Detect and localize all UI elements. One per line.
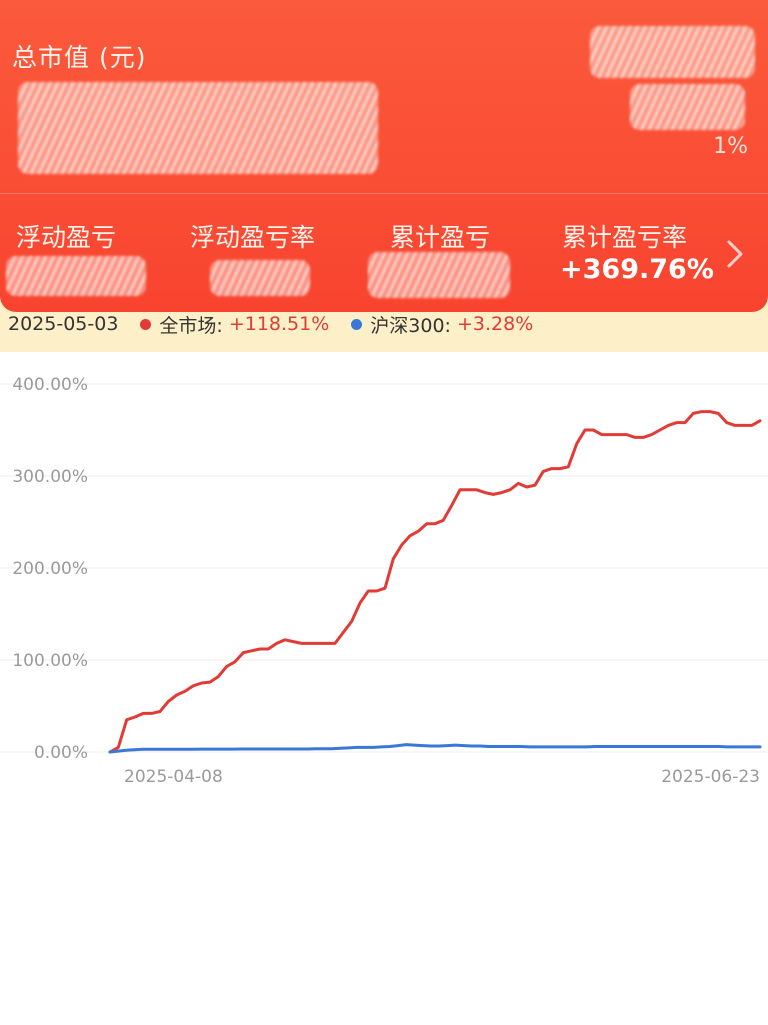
legend-date: 2025-05-03 [8,313,119,335]
daily-change-redacted [590,26,755,78]
total-market-value-label: 总市值 (元) [12,43,147,72]
chevron-right-icon[interactable] [722,236,748,272]
legend-market-value: +118.51% [228,313,330,335]
cumulative-pnl-value-redacted [368,252,510,298]
legend-csi300-dot [351,318,363,330]
chart-legend: 2025-05-03 全市场: +118.51% 沪深300: +3.28% [8,312,534,337]
floating-pnl-rate-label: 浮动盈亏率 [190,223,316,252]
series-line-market [108,410,762,754]
y-tick-label: 100.00% [12,651,88,671]
cumulative-pnl-label: 累计盈亏 [390,223,491,252]
cumulative-pnl-rate-label: 累计盈亏率 [562,223,688,252]
legend-market-name: 全市场: [159,314,223,337]
cumulative-return-chart[interactable]: 400.00% 300.00% 200.00% 100.00% 0.00% 2025-0… [0,360,768,790]
y-tick-label: 0.00% [34,743,88,763]
legend-market-dot [140,318,152,330]
daily-change-percent: 1% [713,134,748,159]
legend-csi300-value: +3.28% [456,313,534,335]
y-tick-label: 200.00% [12,559,88,579]
floating-pnl-label: 浮动盈亏 [16,223,117,252]
y-tick-label: 300.00% [12,467,88,487]
x-tick-label: 2025-06-23 [661,767,760,787]
daily-change-amount-redacted [630,84,745,130]
y-tick-label: 400.00% [12,375,88,395]
portfolio-summary-card: 总市值 (元) 1% 浮动盈亏 浮动盈亏率 累计盈亏 累计盈亏率 +369.76… [0,0,768,312]
series-line-csi300 [108,743,762,754]
legend-csi300-name: 沪深300: [370,314,451,337]
card-divider [0,193,768,194]
cumulative-pnl-rate-value: +369.76% [560,254,714,285]
floating-pnl-rate-value-redacted [210,260,310,296]
total-market-value-redacted [18,82,378,174]
x-tick-label: 2025-04-08 [124,767,223,787]
floating-pnl-value-redacted [6,256,146,296]
